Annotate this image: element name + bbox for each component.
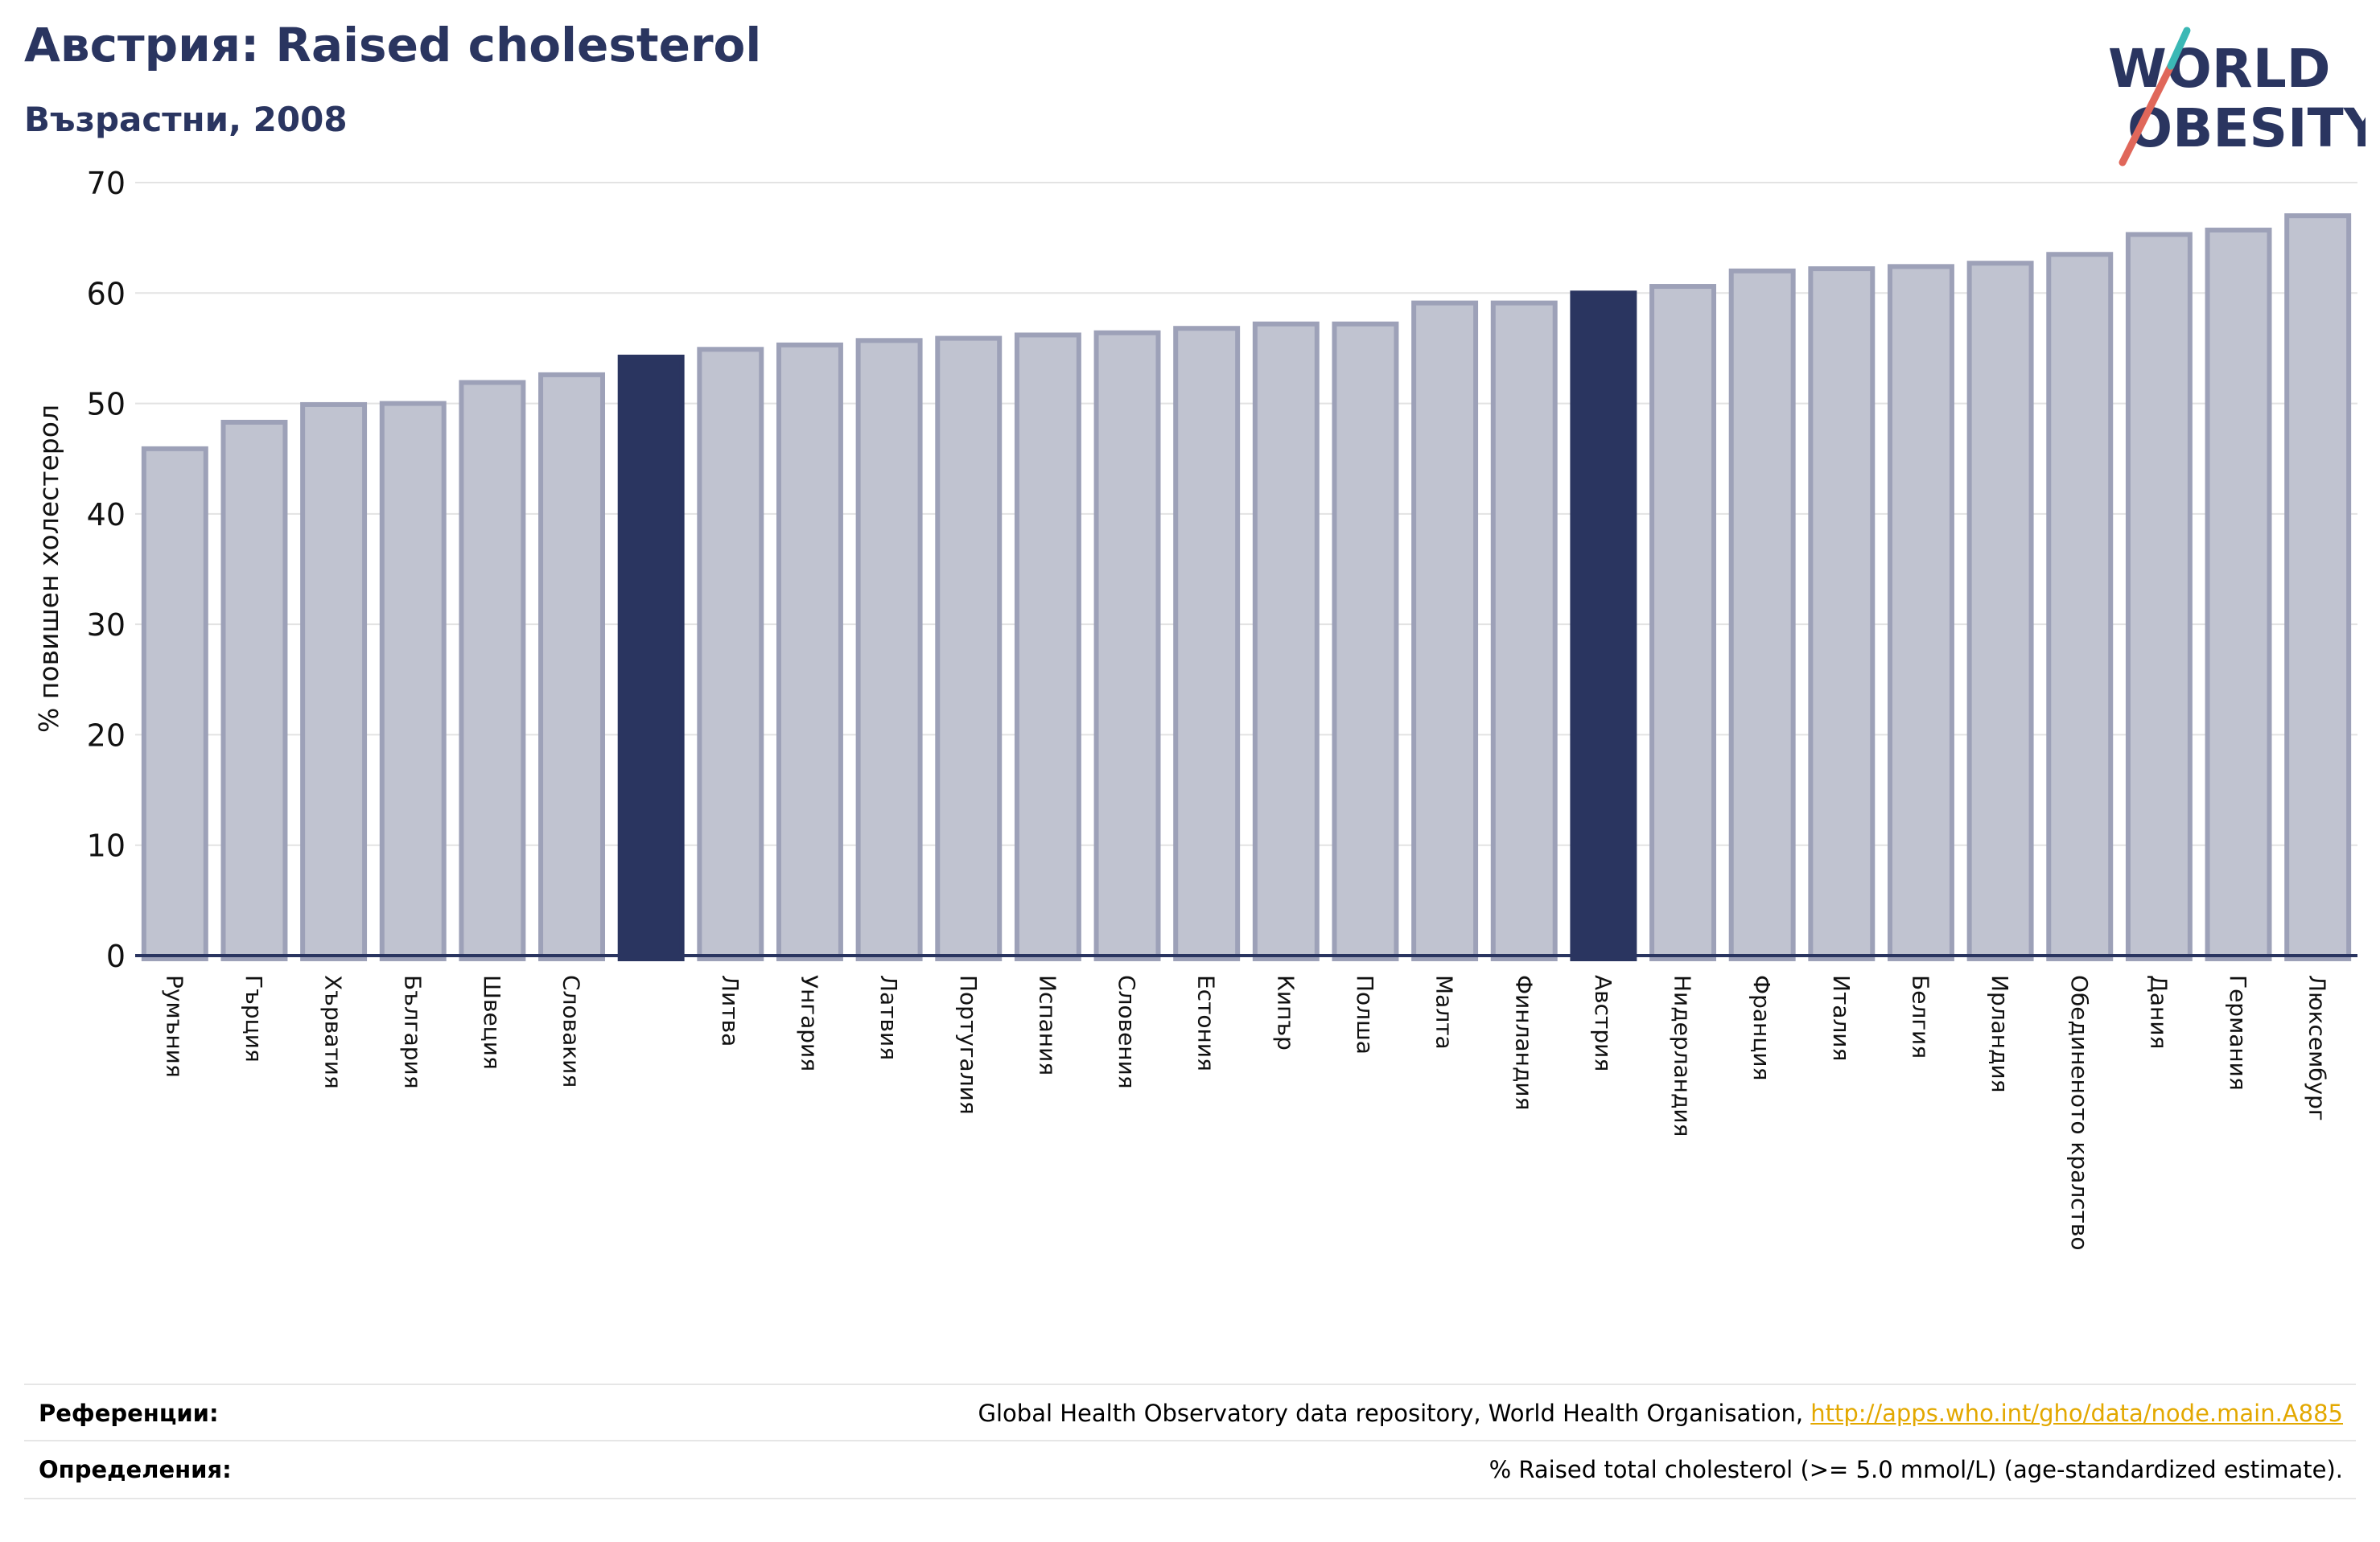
x-tick-label: Гърция [241, 975, 267, 1063]
bar [617, 354, 685, 961]
x-tick-label: Литва [717, 975, 743, 1047]
y-tick-label: 30 [87, 607, 126, 643]
definitions-label: Определения: [39, 1456, 232, 1483]
bar-chart: 0 10 20 30 40 50 60 70 % повишен холестерол Румън… [33, 166, 2357, 1250]
bar [1728, 268, 1796, 962]
bar [2284, 213, 2352, 961]
logo-slash-red [2119, 62, 2175, 167]
x-tick-label: Германия [2225, 975, 2251, 1091]
bar [855, 338, 923, 962]
definitions-value: % Raised total cholesterol (>= 5.0 mmol/… [1489, 1456, 2343, 1483]
bar [1570, 290, 1637, 961]
bar [1014, 332, 1081, 961]
x-tick-label: Латвия [875, 975, 902, 1060]
x-tick-label: Унгария [796, 975, 822, 1071]
bar [2205, 228, 2272, 962]
x-tick-label: Италия [1828, 975, 1855, 1061]
bar [935, 335, 1003, 961]
x-tick-label: Ирландия [1987, 975, 2013, 1092]
x-tick-label: Полша [1352, 975, 1378, 1055]
references-row: Референции: Global Health Observatory da… [24, 1384, 2356, 1441]
bar [776, 342, 843, 961]
x-tick-label: Люксембург [2304, 975, 2331, 1121]
x-tick-label: Португалия [955, 975, 982, 1115]
world-obesity-logo: WORLD OBESITY [2108, 27, 2366, 167]
bar [1411, 300, 1479, 961]
logo-line2: OBESITY [2127, 97, 2366, 159]
x-tick-label: Естония [1193, 975, 1220, 1071]
logo-line1: WORLD [2108, 38, 2331, 100]
x-tick-label: България [399, 975, 426, 1089]
x-tick-label: Швеция [479, 975, 505, 1070]
page-subtitle: Възрастни, 2008 [24, 100, 348, 139]
footer-divider [24, 1498, 2356, 1499]
x-tick-label: Малта [1431, 975, 1458, 1050]
references-text: Global Health Observatory data repositor… [978, 1400, 1811, 1427]
page-title: Австрия: Raised cholesterol [24, 18, 762, 72]
bar [1490, 300, 1558, 961]
x-tick-label: Кипър [1272, 975, 1299, 1051]
references-value: Global Health Observatory data repositor… [978, 1400, 2343, 1427]
y-tick-label: 40 [87, 497, 126, 533]
bar [538, 372, 606, 961]
x-tick-label: Румъния [161, 975, 187, 1078]
bar [300, 401, 368, 961]
bar [697, 347, 764, 961]
x-tick-label: Франция [1748, 975, 1775, 1080]
y-tick-label: 0 [106, 939, 126, 974]
x-tick-label: Финландия [1510, 975, 1537, 1110]
x-tick-label: Словакия [558, 975, 585, 1088]
y-axis-label: % повишен холестерол [33, 405, 64, 733]
bar [2125, 232, 2193, 961]
y-tick-label: 70 [87, 166, 126, 201]
bar [1808, 266, 1876, 961]
bar [1332, 321, 1399, 961]
x-tick-label: Белгия [1907, 975, 1933, 1059]
x-tick-label: Хърватия [320, 975, 347, 1089]
bar [1173, 326, 1241, 961]
references-link[interactable]: http://apps.who.int/gho/data/node.main.A… [1810, 1400, 2343, 1427]
x-tick-label: Дания [2145, 975, 2172, 1049]
bar [1093, 330, 1161, 961]
bar [1887, 264, 1954, 961]
bar [220, 419, 288, 961]
x-tick-label: Обединеното кралство [2066, 975, 2093, 1250]
x-tick-label: Словения [1114, 975, 1140, 1089]
definitions-row: Определения: % Raised total cholesterol … [24, 1440, 2356, 1498]
x-tick-label: Австрия [1590, 975, 1616, 1071]
bar [379, 401, 447, 962]
bar [1649, 284, 1717, 961]
x-tick-label: Испания [1034, 975, 1060, 1075]
y-tick-label: 50 [87, 387, 126, 422]
y-tick-label: 20 [87, 718, 126, 753]
bar [2046, 252, 2114, 961]
bar [1966, 261, 2034, 961]
y-tick-label: 10 [87, 829, 126, 864]
bar [459, 380, 526, 962]
x-tick-label: Нидерландия [1670, 975, 1696, 1137]
references-label: Референции: [39, 1400, 219, 1427]
bar [141, 446, 208, 961]
logo-slash-teal [2167, 27, 2191, 70]
y-tick-label: 60 [87, 276, 126, 311]
bar [1252, 321, 1320, 961]
